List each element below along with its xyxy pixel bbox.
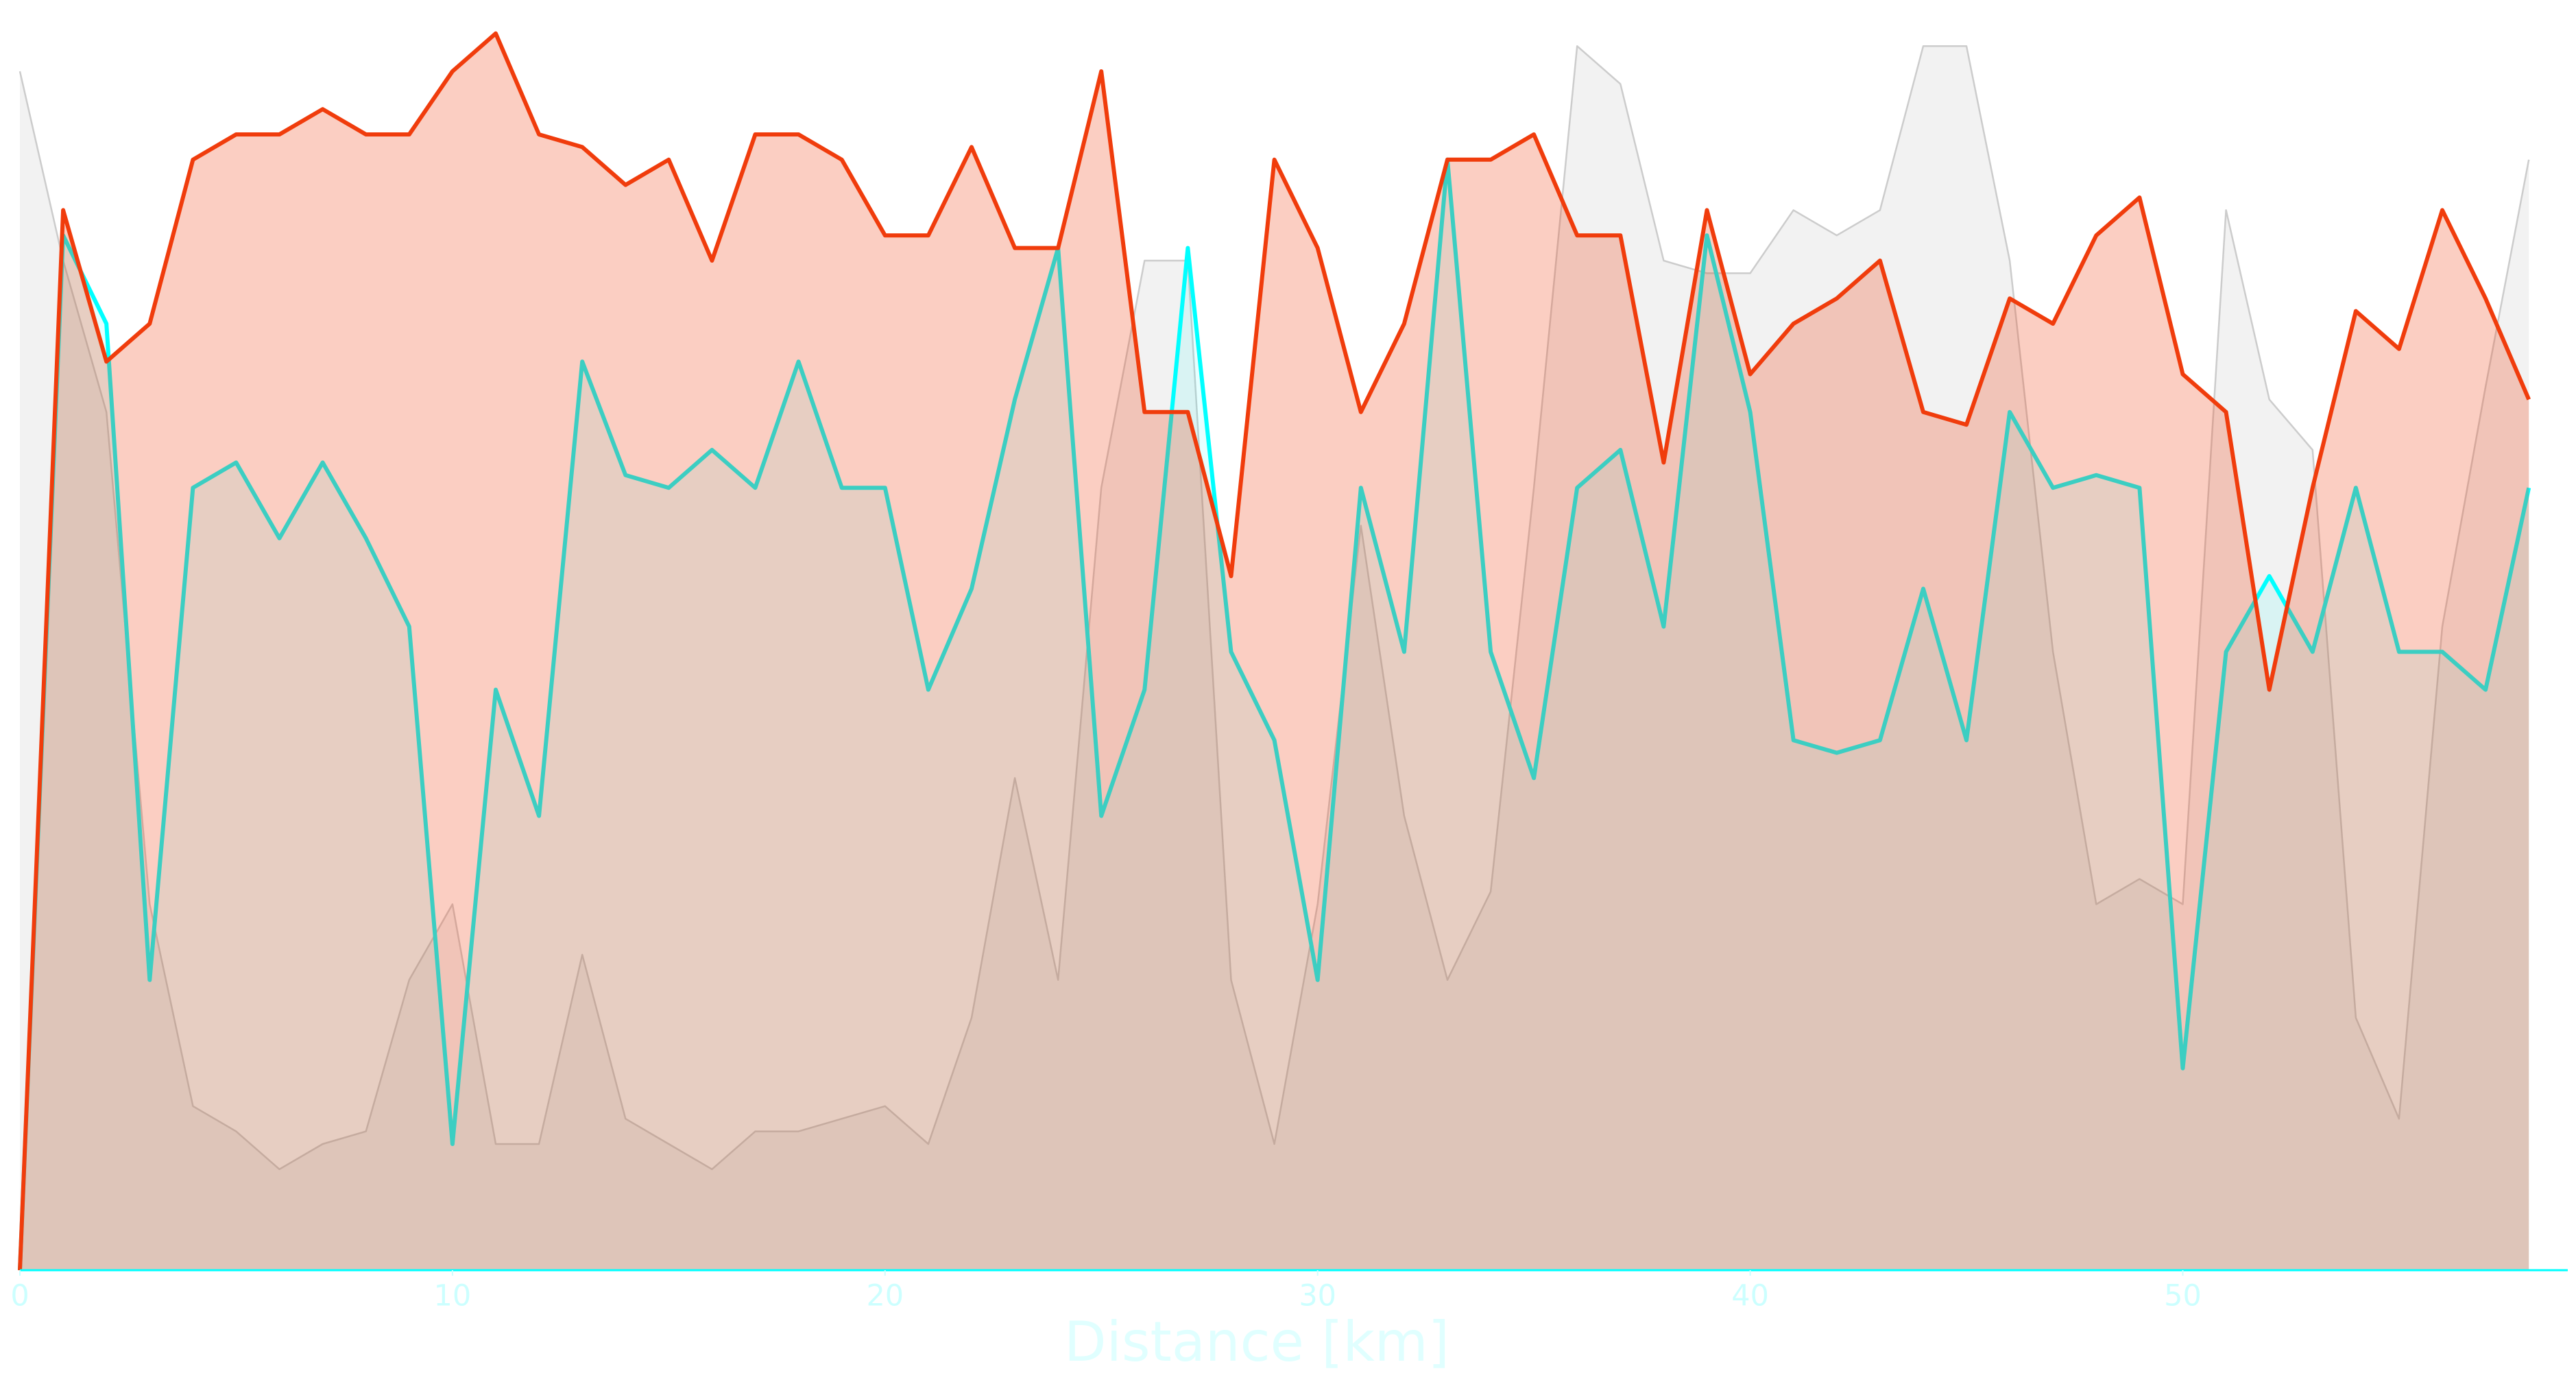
area-fill [20,33,2529,1270]
series-line [18,157,2531,1271]
x-tick-label: 50 [2164,1279,2202,1313]
x-tick-label: 20 [866,1279,904,1313]
series-line [19,45,2530,1171]
x-tick-label: 30 [1299,1279,1336,1313]
x-tick-label: 0 [10,1279,29,1313]
series-line [18,31,2531,1271]
area-fill [20,159,2529,1270]
x-tick-label: 10 [434,1279,472,1313]
x-axis-label: Distance [km] [1064,1310,1449,1374]
x-tick-label: 40 [1731,1279,1769,1313]
area-fill [20,46,2529,1271]
